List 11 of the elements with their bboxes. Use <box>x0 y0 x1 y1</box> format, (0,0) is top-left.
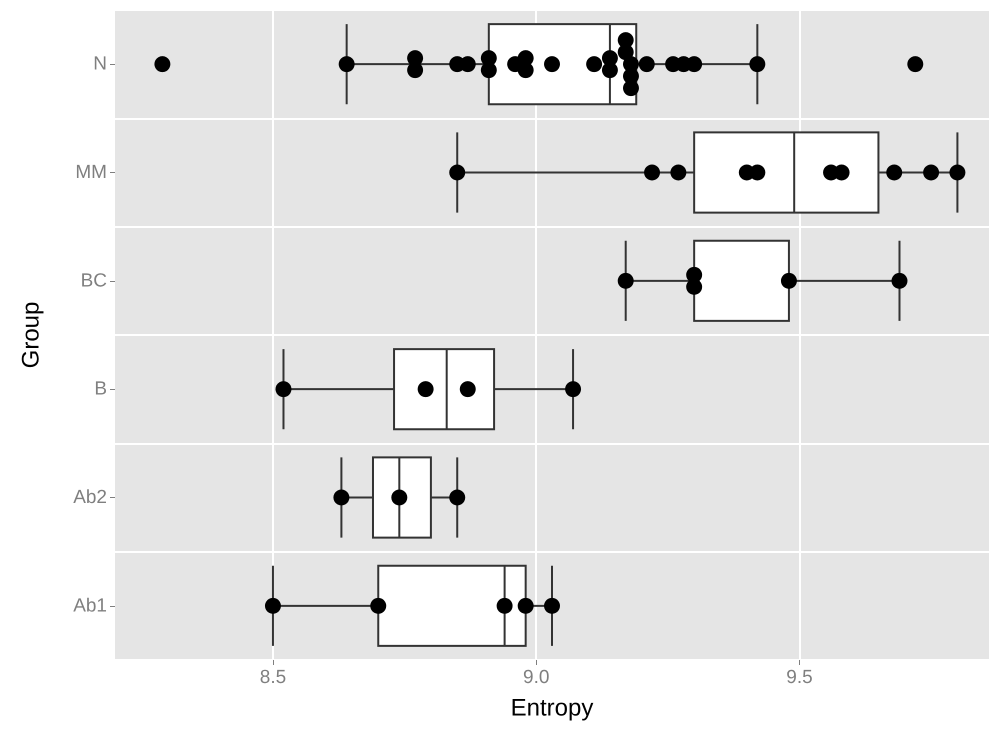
y-tick-label: MM <box>75 162 107 183</box>
y-axis-title: Group <box>18 302 44 368</box>
x-tick-label: 8.5 <box>260 667 286 688</box>
y-tick-label: B <box>94 378 107 400</box>
y-tick-label: Ab2 <box>73 487 107 508</box>
y-tick-label: N <box>93 54 107 75</box>
x-tick-label: 9.0 <box>522 667 550 688</box>
x-axis-title: Entropy <box>510 694 594 722</box>
y-tick-label: Ab1 <box>73 595 107 616</box>
y-tick-label: BC <box>80 270 107 292</box>
x-tick-label: 9.5 <box>786 667 813 688</box>
